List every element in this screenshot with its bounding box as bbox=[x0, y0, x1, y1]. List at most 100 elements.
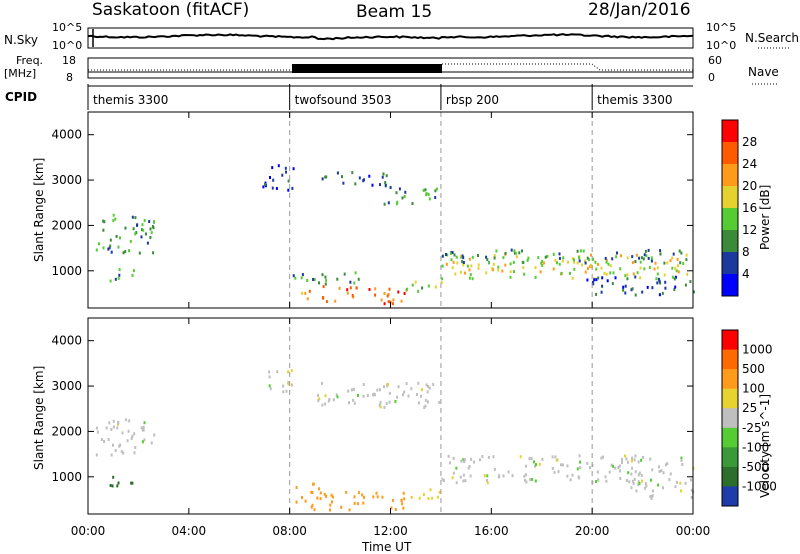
scatter-cell bbox=[558, 252, 561, 256]
scatter-cell bbox=[405, 382, 408, 386]
scatter-cell bbox=[624, 284, 627, 288]
scatter-cell bbox=[619, 267, 622, 271]
scatter-cell bbox=[102, 228, 105, 232]
scatter-cell bbox=[287, 382, 290, 386]
scatter-cell bbox=[632, 272, 635, 276]
scatter-cell bbox=[622, 285, 625, 289]
scatter-cell bbox=[141, 440, 144, 444]
scatter-cell bbox=[614, 466, 617, 470]
scatter-cell bbox=[357, 277, 360, 281]
scatter-cell bbox=[134, 446, 137, 449]
power-panel: 1000 2000 3000 4000 Slant Range [km] bbox=[32, 111, 695, 309]
scatter-cell bbox=[616, 251, 618, 255]
scatter-cell bbox=[287, 188, 290, 192]
scatter-cell bbox=[112, 219, 115, 223]
scatter-cell bbox=[609, 271, 612, 275]
scatter-cell bbox=[400, 498, 403, 502]
scatter-cell bbox=[538, 462, 541, 466]
scatter-cell bbox=[304, 291, 307, 295]
scatter-cell bbox=[450, 258, 453, 262]
scatter-cell bbox=[600, 456, 603, 460]
scatter-cell bbox=[631, 479, 634, 483]
scatter-cell bbox=[523, 474, 526, 478]
scatter-cell bbox=[118, 268, 121, 272]
scatter-cell bbox=[441, 264, 444, 268]
scatter-cell bbox=[462, 479, 465, 483]
scatter-cell bbox=[617, 466, 620, 469]
scatter-cell bbox=[387, 300, 390, 304]
scatter-cell bbox=[368, 288, 371, 291]
scatter-cell bbox=[601, 284, 604, 288]
scatter-cell bbox=[455, 255, 458, 259]
scatter-cell bbox=[130, 437, 133, 440]
scatter-cell bbox=[443, 479, 445, 483]
scatter-cell bbox=[566, 474, 569, 478]
scatter-cell bbox=[331, 500, 333, 504]
scatter-cell bbox=[268, 370, 271, 374]
scatter-cell bbox=[634, 275, 637, 279]
scatter-cell bbox=[551, 467, 554, 470]
scatter-cell bbox=[509, 270, 512, 274]
scatter-cell bbox=[112, 475, 115, 479]
scatter-cell bbox=[417, 289, 420, 293]
scatter-cell bbox=[502, 256, 505, 260]
scatter-cell bbox=[143, 438, 146, 442]
scatter-cell bbox=[460, 254, 463, 258]
scatter-cell bbox=[427, 385, 430, 388]
scatter-cell bbox=[295, 500, 298, 504]
scatter-cell bbox=[515, 255, 518, 259]
scatter-cell bbox=[662, 471, 665, 475]
scatter-cell bbox=[121, 431, 124, 435]
scatter-cell bbox=[644, 249, 647, 253]
scatter-cell bbox=[561, 259, 564, 263]
scatter-cell bbox=[143, 219, 146, 222]
scatter-cell bbox=[424, 398, 427, 402]
nave-tick-top: 60 bbox=[708, 54, 722, 67]
scatter-cell bbox=[681, 463, 684, 466]
power-colorbar: 28 24 20 16 12 8 4 bbox=[721, 119, 757, 297]
scatter-cell bbox=[537, 256, 540, 260]
scatter-cell bbox=[612, 464, 614, 468]
scatter-cell bbox=[557, 470, 560, 474]
scatter-cell bbox=[459, 270, 462, 274]
scatter-cell bbox=[522, 261, 525, 265]
scatter-cell bbox=[477, 263, 480, 267]
scatter-cell bbox=[356, 502, 359, 506]
scatter-cell bbox=[410, 495, 413, 499]
scatter-cell bbox=[513, 249, 516, 253]
scatter-cell bbox=[142, 228, 145, 232]
velocity-ylabel: Slant Range [km] bbox=[32, 366, 46, 470]
scatter-cell bbox=[436, 495, 439, 499]
scatter-cell bbox=[556, 261, 558, 265]
scatter-cell bbox=[470, 457, 473, 461]
scatter-cell bbox=[116, 426, 119, 430]
scatter-cell bbox=[640, 256, 643, 260]
scatter-cell bbox=[468, 257, 471, 261]
scatter-cell bbox=[576, 467, 579, 471]
scatter-cell bbox=[528, 457, 531, 461]
scatter-cell bbox=[382, 172, 385, 176]
scatter-cell bbox=[641, 479, 644, 483]
scatter-cell bbox=[624, 454, 626, 458]
scatter-cell bbox=[525, 480, 528, 484]
scatter-cell bbox=[141, 428, 144, 432]
time-axis-ticks: 00:00 04:00 08:00 12:00 16:00 20:00 00:00 bbox=[71, 112, 710, 538]
scatter-cell bbox=[658, 465, 660, 469]
scatter-cell bbox=[308, 289, 311, 293]
scatter-cell bbox=[486, 258, 489, 262]
scatter-cell bbox=[403, 497, 406, 501]
scatter-cell bbox=[391, 499, 394, 502]
scatter-cell bbox=[385, 174, 388, 178]
scatter-cell bbox=[522, 266, 525, 270]
colorbar-swatch bbox=[722, 252, 738, 275]
scatter-cell bbox=[325, 494, 328, 498]
scatter-cell bbox=[292, 167, 295, 171]
scatter-cell bbox=[586, 278, 589, 282]
scatter-cell bbox=[427, 400, 429, 404]
colorbar-swatch bbox=[722, 486, 738, 507]
colorbar-swatch bbox=[722, 330, 738, 351]
scatter-cell bbox=[95, 248, 98, 252]
scatter-cell bbox=[389, 186, 392, 189]
scatter-cell bbox=[376, 388, 379, 392]
scatter-cell bbox=[450, 251, 452, 255]
